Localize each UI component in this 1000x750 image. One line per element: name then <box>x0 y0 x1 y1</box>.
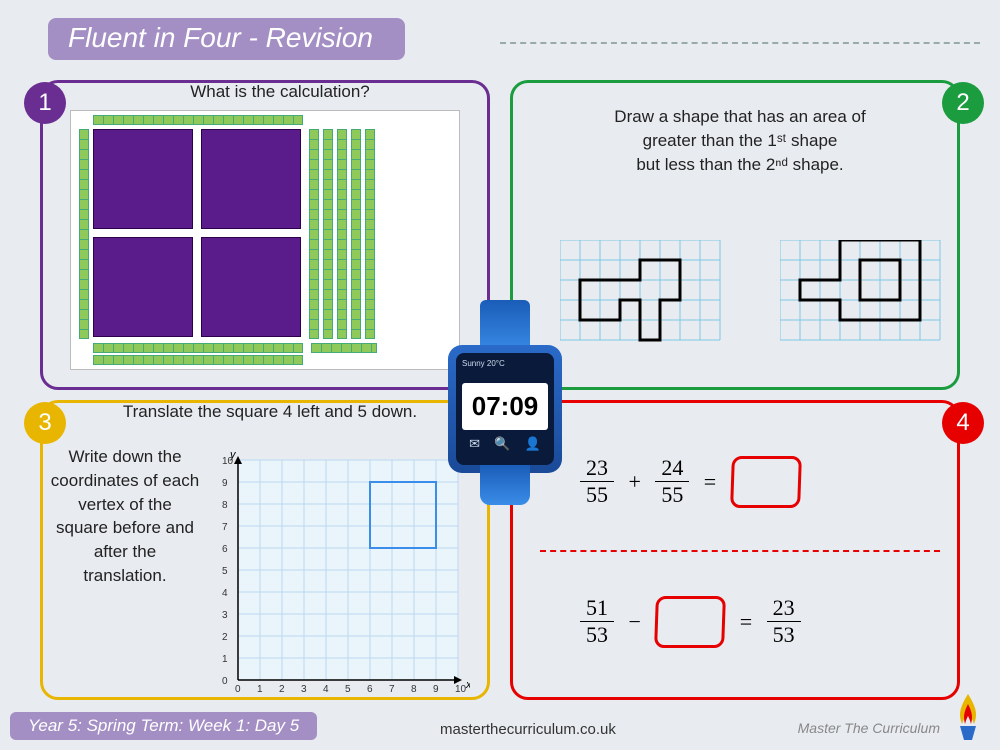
badge-1: 1 <box>24 82 66 124</box>
svg-text:1: 1 <box>257 684 263 695</box>
q2-prompt-l1: Draw a shape that has an area of <box>614 107 865 126</box>
q4-equation-1: 2355 + 2455 = <box>580 455 940 508</box>
q2-grid-shape2 <box>780 240 950 350</box>
svg-text:8: 8 <box>411 684 417 695</box>
svg-text:10: 10 <box>455 684 467 695</box>
q3-coordinate-grid: y x 001122334455667788991010 <box>210 450 470 710</box>
badge-3: 3 <box>24 402 66 444</box>
svg-text:8: 8 <box>222 500 228 511</box>
mail-icon: ✉ <box>469 436 480 452</box>
svg-text:9: 9 <box>222 478 228 489</box>
q1-blocks-diagram <box>70 110 460 370</box>
header-dashed-rule <box>500 42 980 44</box>
svg-text:0: 0 <box>235 684 241 695</box>
page-title: Fluent in Four - Revision <box>48 18 405 60</box>
logo-flame-icon <box>950 692 986 742</box>
svg-text:2: 2 <box>279 684 285 695</box>
svg-text:6: 6 <box>367 684 373 695</box>
q3-prompt: Translate the square 4 left and 5 down. <box>100 402 440 422</box>
q2-prompt: Draw a shape that has an area of greater… <box>560 105 920 176</box>
badge-2: 2 <box>942 82 984 124</box>
badge-4: 4 <box>942 402 984 444</box>
q4-answer-box-1[interactable] <box>730 456 802 508</box>
footer-meta: Year 5: Spring Term: Week 1: Day 5 <box>10 712 317 740</box>
svg-text:2: 2 <box>222 632 228 643</box>
svg-text:7: 7 <box>222 522 228 533</box>
q1-prompt: What is the calculation? <box>140 82 420 102</box>
footer-brand: Master The Curriculum <box>798 720 940 736</box>
svg-text:4: 4 <box>222 588 228 599</box>
search-icon: 🔍 <box>494 436 510 452</box>
q4-answer-box-2[interactable] <box>654 596 726 648</box>
q4-equation-2: 5153 − = 2353 <box>580 595 940 648</box>
svg-text:4: 4 <box>323 684 329 695</box>
q2-prompt-l2: greater than the 1ˢᵗ shape <box>643 131 838 150</box>
watch-time: 07:09 <box>462 383 548 430</box>
svg-text:10: 10 <box>222 456 234 467</box>
svg-text:5: 5 <box>345 684 351 695</box>
footer-url: masterthecurriculum.co.uk <box>440 721 616 738</box>
svg-text:1: 1 <box>222 654 228 665</box>
user-icon: 👤 <box>525 436 541 452</box>
svg-text:0: 0 <box>222 676 228 687</box>
q2-prompt-l3: but less than the 2ⁿᵈ shape. <box>636 155 843 174</box>
svg-text:6: 6 <box>222 544 228 555</box>
svg-text:9: 9 <box>433 684 439 695</box>
svg-text:7: 7 <box>389 684 395 695</box>
watch-weather: Sunny 20°C <box>462 359 548 379</box>
q4-divider <box>540 550 940 552</box>
q3-instruction: Write down the coordinates of each verte… <box>50 445 200 588</box>
svg-text:3: 3 <box>222 610 228 621</box>
svg-text:5: 5 <box>222 566 228 577</box>
svg-text:3: 3 <box>301 684 307 695</box>
q2-grid-shape1 <box>560 240 730 350</box>
